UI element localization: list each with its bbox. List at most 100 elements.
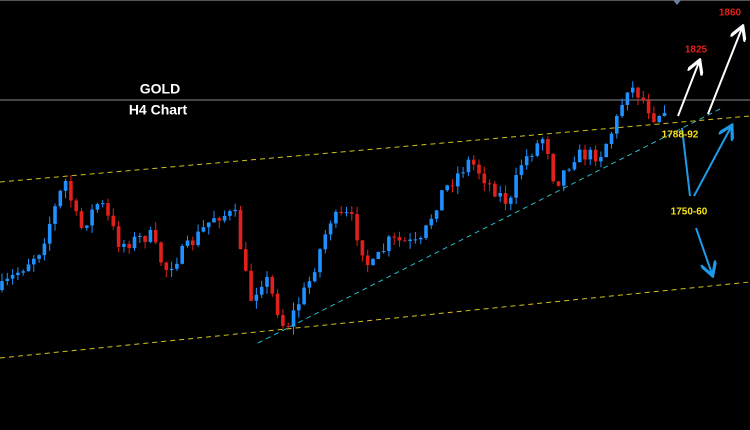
scroll-marker [673,0,681,5]
candle-body [540,139,545,144]
arrow-down-leg [681,127,691,197]
candle-body [47,223,52,244]
candle-body [588,149,593,160]
candle-body [138,236,142,238]
candle-body [355,214,359,241]
candle-body [334,211,338,224]
candle-body [175,263,179,269]
candle-body [344,212,349,214]
candle-body [10,275,15,279]
candle-body [339,211,343,214]
candle-body [148,230,153,242]
candle-body [551,154,555,182]
arrow-rebound [693,127,731,197]
candle-body [615,115,619,134]
candle-body [609,133,614,144]
target-label: 1860 [719,8,742,19]
candle-body [201,227,206,232]
candle-body [567,169,571,171]
candle-body [106,203,110,216]
candle-body [85,225,89,228]
candle-body [180,245,184,264]
candle-body [212,218,216,223]
candle-body [350,212,354,215]
candle-body [318,249,322,273]
candle-body [32,258,36,265]
candle-body [360,240,365,256]
candle-body [328,223,333,235]
candle-body [434,210,439,219]
candle-body [646,100,651,114]
candle-body [281,315,285,326]
candle-body [577,149,582,163]
candle-body [196,231,200,246]
candle-body [21,271,25,273]
candle-body [477,164,481,174]
candle-body [244,249,248,271]
candle-body [302,287,306,305]
candle-body [42,243,47,256]
candle-body [625,92,630,105]
candle-body [620,104,624,116]
candle-body [418,237,423,240]
candle-body [593,149,598,162]
candle-body [164,262,169,271]
candle-body [599,157,603,162]
target-label: 1825 [685,45,708,56]
candle-body [259,286,264,295]
candle-body [58,190,63,207]
candle-body [514,175,518,198]
candle-body [371,259,375,266]
candle-body [387,236,391,252]
candle-body [641,97,646,101]
candle-body [228,211,232,216]
candle-body [249,270,253,301]
candle-body [662,112,667,117]
candle-body [498,192,502,197]
candle-body [376,252,381,260]
chart-subtitle: H4 Chart [129,102,188,118]
candle-body [519,165,524,176]
candle-body [254,294,259,301]
candle-body [159,242,163,263]
candle-body [63,180,68,191]
candle-body [53,206,57,224]
candle-body [652,113,656,123]
candle-body [392,236,396,238]
candle-body [583,149,587,160]
candle-body [169,268,174,271]
candle-body [381,251,386,253]
candle-body [450,185,455,187]
candle-body [69,180,73,201]
candle-body [323,234,328,250]
candle-body [16,272,20,276]
candle-body [530,155,534,157]
candle-body [297,304,301,311]
candle-body [286,325,290,327]
candle-body [90,209,94,226]
candle-body [424,225,428,238]
candle-body [365,255,370,266]
candle-body [238,209,243,250]
candle-body [122,243,126,247]
candle-body [0,281,4,290]
candle-body [562,170,566,186]
candle-body [191,240,195,246]
chart-title: GOLD [140,81,180,97]
candle-body [408,239,412,242]
candle-body [546,139,550,155]
candle-body [116,226,121,247]
candle-body [206,222,211,228]
candle-body [79,211,84,228]
candle-body [535,143,540,156]
candle-body [429,218,434,226]
candle-body [503,192,508,204]
candle-body [132,236,137,249]
candle-body [111,215,116,227]
candle-body [572,162,577,170]
candle-body [630,87,635,93]
candle-body [270,276,275,294]
